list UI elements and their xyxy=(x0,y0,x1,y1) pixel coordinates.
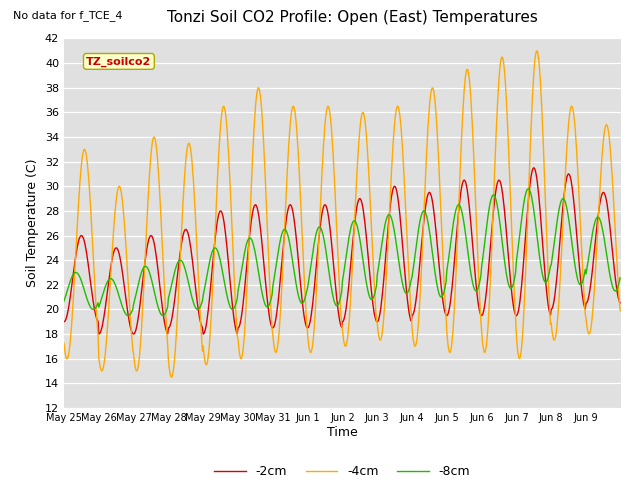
-2cm xyxy=(616,300,624,306)
-4cm xyxy=(125,297,133,303)
-2cm xyxy=(95,331,102,337)
Y-axis label: Soil Temperature (C): Soil Temperature (C) xyxy=(26,159,39,288)
Line: -2cm: -2cm xyxy=(64,168,620,334)
-8cm xyxy=(277,235,285,241)
-8cm xyxy=(431,271,439,276)
-2cm xyxy=(126,322,134,328)
-4cm xyxy=(616,308,624,313)
-4cm xyxy=(168,374,175,380)
Legend: -2cm, -4cm, -8cm: -2cm, -4cm, -8cm xyxy=(209,460,476,480)
-4cm xyxy=(277,304,285,310)
-2cm xyxy=(431,220,439,226)
-8cm xyxy=(400,287,408,292)
-8cm xyxy=(616,275,624,281)
-8cm xyxy=(60,298,68,304)
-4cm xyxy=(256,88,264,94)
-4cm xyxy=(228,229,236,235)
-8cm xyxy=(256,277,264,283)
-2cm xyxy=(60,319,68,324)
-4cm xyxy=(60,340,68,346)
-8cm xyxy=(126,312,134,317)
-4cm xyxy=(533,48,541,54)
-2cm xyxy=(400,260,408,266)
-4cm xyxy=(400,173,408,179)
-8cm xyxy=(524,186,532,192)
Line: -4cm: -4cm xyxy=(64,51,620,377)
-8cm xyxy=(124,312,132,318)
-2cm xyxy=(530,165,538,171)
-4cm xyxy=(431,100,439,106)
Line: -8cm: -8cm xyxy=(64,189,620,315)
-2cm xyxy=(277,272,285,277)
-8cm xyxy=(228,307,236,312)
-2cm xyxy=(256,220,264,226)
-2cm xyxy=(228,300,236,306)
Text: Tonzi Soil CO2 Profile: Open (East) Temperatures: Tonzi Soil CO2 Profile: Open (East) Temp… xyxy=(166,10,538,24)
Text: No data for f_TCE_4: No data for f_TCE_4 xyxy=(13,10,122,21)
Text: TZ_soilco2: TZ_soilco2 xyxy=(86,56,152,67)
X-axis label: Time: Time xyxy=(327,426,358,439)
